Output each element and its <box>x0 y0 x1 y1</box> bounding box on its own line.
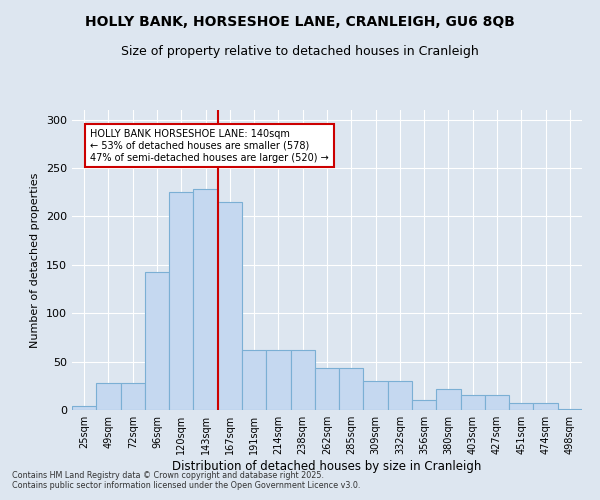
Bar <box>169 192 193 410</box>
Bar <box>388 381 412 410</box>
Bar <box>436 388 461 410</box>
Bar <box>193 190 218 410</box>
Bar <box>121 383 145 410</box>
Bar <box>461 394 485 410</box>
Bar <box>218 202 242 410</box>
Text: HOLLY BANK, HORSESHOE LANE, CRANLEIGH, GU6 8QB: HOLLY BANK, HORSESHOE LANE, CRANLEIGH, G… <box>85 15 515 29</box>
Bar <box>364 381 388 410</box>
Bar <box>412 400 436 410</box>
Bar <box>290 350 315 410</box>
Text: HOLLY BANK HORSESHOE LANE: 140sqm
← 53% of detached houses are smaller (578)
47%: HOLLY BANK HORSESHOE LANE: 140sqm ← 53% … <box>90 130 329 162</box>
Bar <box>558 409 582 410</box>
Bar <box>72 406 96 410</box>
Text: Contains HM Land Registry data © Crown copyright and database right 2025.
Contai: Contains HM Land Registry data © Crown c… <box>12 470 361 490</box>
Bar <box>96 383 121 410</box>
Bar <box>533 403 558 410</box>
Bar <box>339 368 364 410</box>
Text: Size of property relative to detached houses in Cranleigh: Size of property relative to detached ho… <box>121 45 479 58</box>
X-axis label: Distribution of detached houses by size in Cranleigh: Distribution of detached houses by size … <box>172 460 482 473</box>
Bar <box>266 350 290 410</box>
Bar <box>242 350 266 410</box>
Bar <box>485 394 509 410</box>
Y-axis label: Number of detached properties: Number of detached properties <box>31 172 40 348</box>
Bar <box>509 403 533 410</box>
Bar <box>145 272 169 410</box>
Bar <box>315 368 339 410</box>
